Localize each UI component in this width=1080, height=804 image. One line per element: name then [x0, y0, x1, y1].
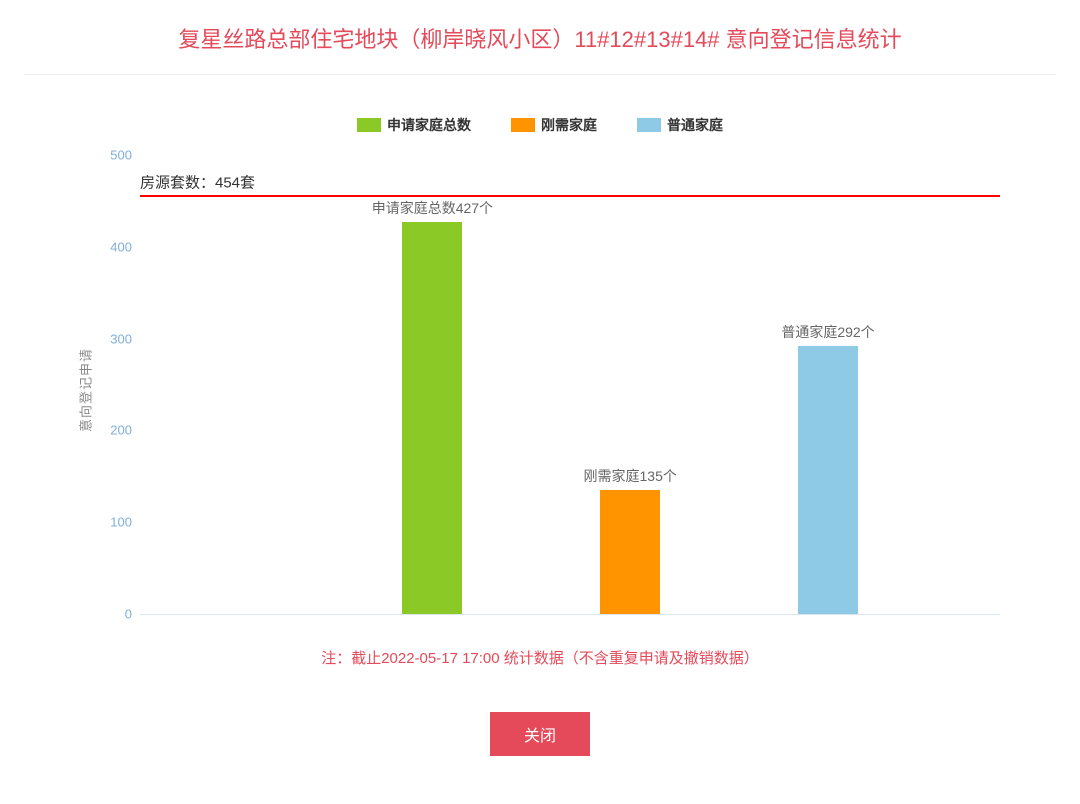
page-container: 复星丝路总部住宅地块（柳岸晓风小区）11#12#13#14# 意向登记信息统计 …: [0, 0, 1080, 756]
legend-item-normal: 普通家庭: [637, 115, 723, 135]
chart-wrap: 申请家庭总数 刚需家庭 普通家庭 意向登记申请 0 100 200 300 40…: [40, 75, 1040, 668]
bar-chart: 意向登记申请 0 100 200 300 400 500 房源套数：454套 申…: [40, 145, 1040, 635]
bar-normal: 普通家庭292个: [798, 346, 858, 614]
ytick: 100: [110, 515, 132, 530]
page-title: 复星丝路总部住宅地块（柳岸晓风小区）11#12#13#14# 意向登记信息统计: [24, 0, 1056, 75]
ytick: 0: [125, 607, 132, 622]
reference-line-label: 房源套数：454套: [140, 170, 255, 195]
ytick: 300: [110, 331, 132, 346]
legend-item-total: 申请家庭总数: [357, 115, 471, 135]
legend-label-normal: 普通家庭: [667, 115, 723, 135]
plot-area: 0 100 200 300 400 500 房源套数：454套 申请家庭总数42…: [140, 155, 1000, 615]
ytick: 400: [110, 239, 132, 254]
bar-total: 申请家庭总数427个: [402, 222, 462, 614]
legend-label-rigid: 刚需家庭: [541, 115, 597, 135]
legend-swatch-total: [357, 118, 381, 132]
chart-footnote: 注：截止2022-05-17 17:00 统计数据（不含重复申请及撤销数据）: [40, 647, 1040, 668]
reference-line: 房源套数：454套: [140, 195, 1000, 197]
legend-item-rigid: 刚需家庭: [511, 115, 597, 135]
legend-swatch-rigid: [511, 118, 535, 132]
ytick: 200: [110, 423, 132, 438]
bar-label-total: 申请家庭总数427个: [372, 198, 493, 218]
y-axis-label: 意向登记申请: [76, 348, 95, 432]
legend-label-total: 申请家庭总数: [387, 115, 471, 135]
chart-legend: 申请家庭总数 刚需家庭 普通家庭: [40, 75, 1040, 145]
button-row: 关闭: [20, 712, 1060, 756]
close-button[interactable]: 关闭: [490, 712, 590, 756]
legend-swatch-normal: [637, 118, 661, 132]
bar-rigid: 刚需家庭135个: [600, 490, 660, 614]
bar-label-rigid: 刚需家庭135个: [584, 466, 677, 486]
ytick: 500: [110, 148, 132, 163]
bar-label-normal: 普通家庭292个: [781, 322, 874, 342]
